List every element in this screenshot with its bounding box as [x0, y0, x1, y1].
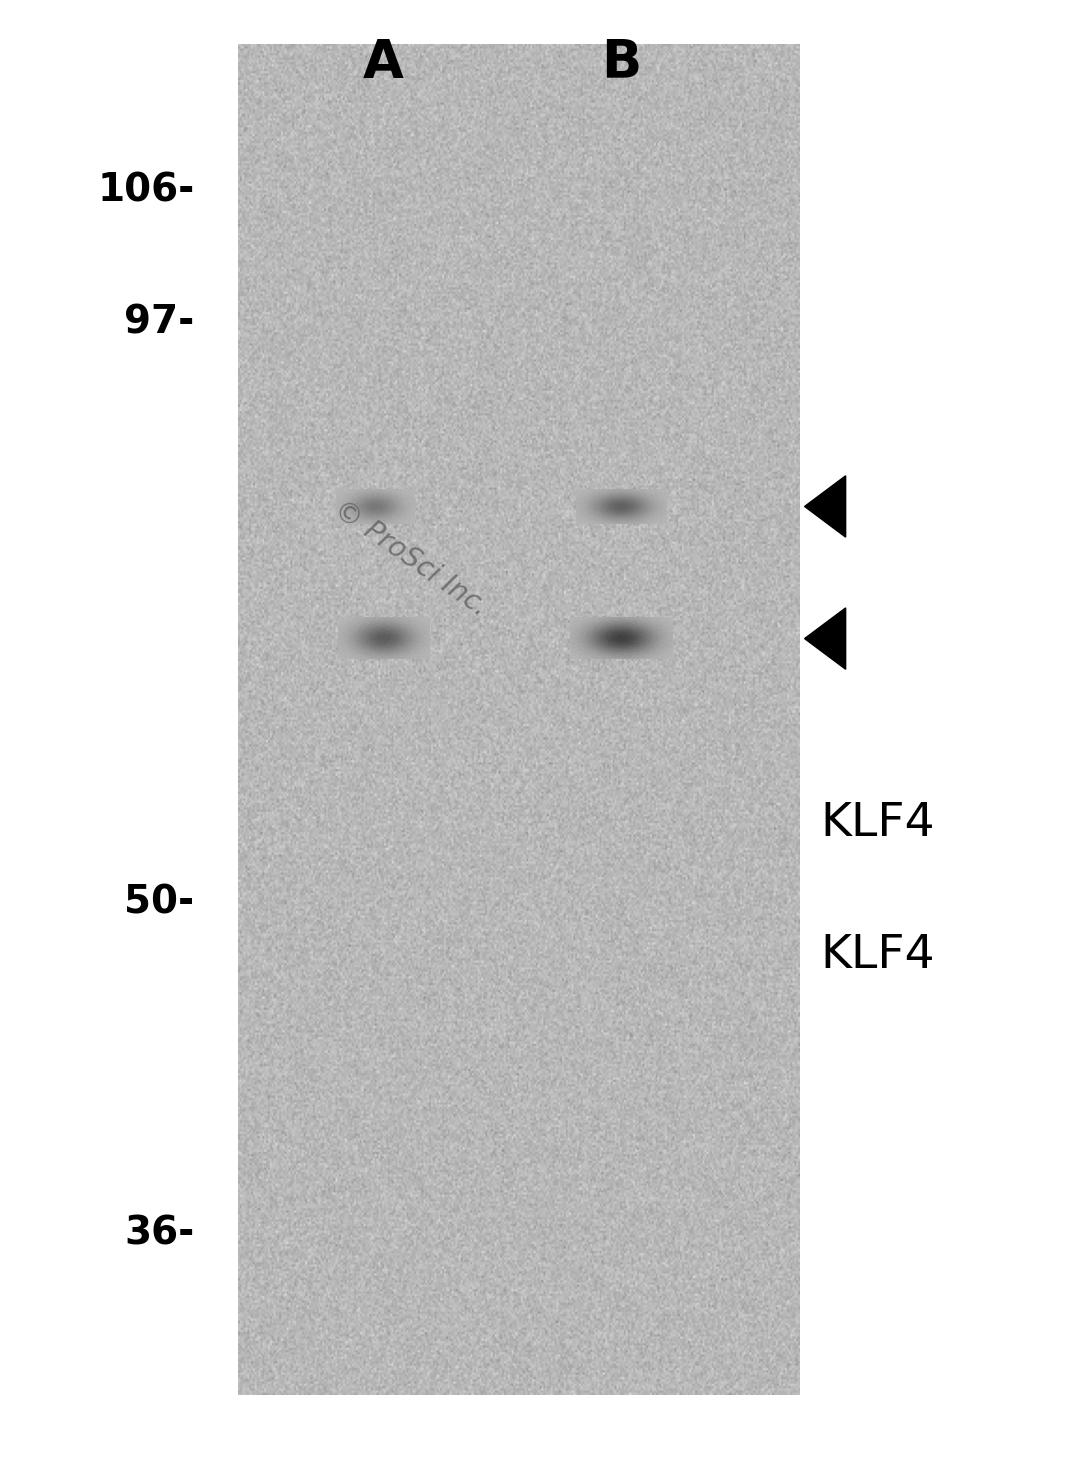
Text: 97-: 97-: [124, 304, 194, 342]
Polygon shape: [805, 608, 846, 669]
Text: A: A: [363, 37, 404, 88]
Text: 106-: 106-: [97, 172, 194, 210]
Text: KLF4: KLF4: [821, 802, 935, 846]
Polygon shape: [805, 476, 846, 537]
Text: B: B: [600, 37, 642, 88]
Text: 50-: 50-: [124, 884, 194, 922]
Text: © ProSci Inc.: © ProSci Inc.: [328, 495, 492, 621]
Text: KLF4: KLF4: [821, 934, 935, 978]
Text: 36-: 36-: [124, 1214, 194, 1252]
